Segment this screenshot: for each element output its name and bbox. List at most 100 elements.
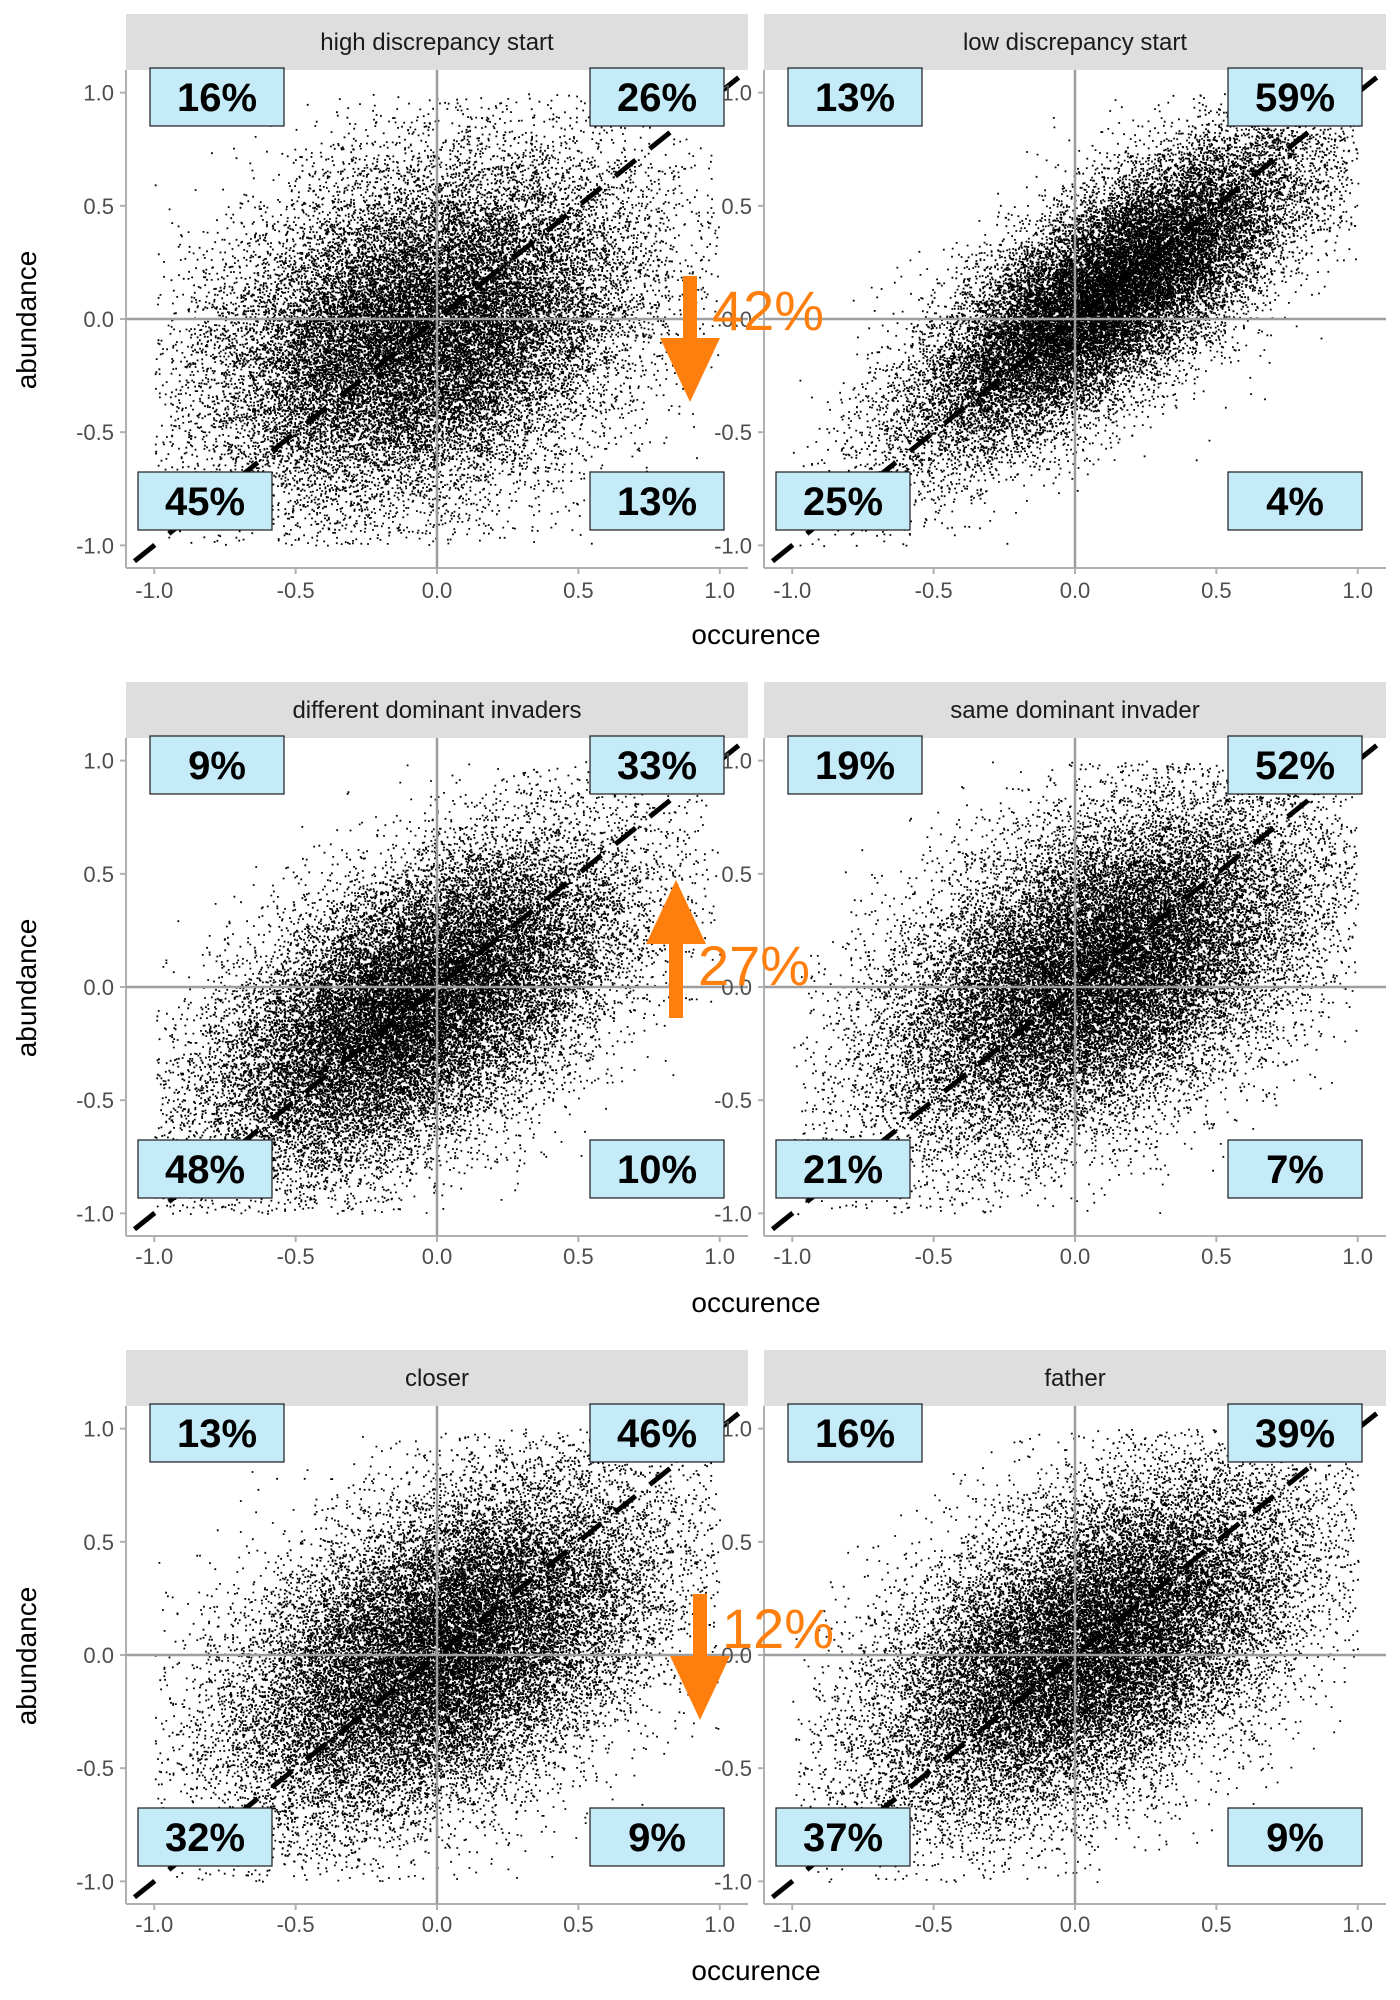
quadrant-label-top-right: 46% xyxy=(589,1403,725,1463)
y-tick-label: -0.5 xyxy=(76,1756,114,1781)
x-tick-label: -0.5 xyxy=(915,578,953,603)
panel-title: high discrepancy start xyxy=(320,29,554,56)
y-tick-label: -1.0 xyxy=(76,533,114,558)
quadrant-label-top-left: 19% xyxy=(787,735,923,795)
y-tick-label: -1.0 xyxy=(714,533,752,558)
y-tick-label: 1.0 xyxy=(721,1417,752,1442)
quadrant-label-value: 48% xyxy=(165,1148,245,1192)
quadrant-label-box xyxy=(1227,1807,1363,1867)
y-tick-label: 0.5 xyxy=(83,862,114,887)
x-tick-label: 1.0 xyxy=(1342,1244,1373,1269)
y-tick-label: 0.5 xyxy=(83,194,114,219)
y-tick-label: 1.0 xyxy=(83,1417,114,1442)
quadrant-label-value: 13% xyxy=(815,76,895,120)
quadrant-label-value: 25% xyxy=(803,480,883,524)
panel-3: different dominant invaders 1.0 0.5 0.0 -0.5… xyxy=(76,682,748,1269)
quadrant-label-box xyxy=(1227,1403,1363,1463)
panel-strip xyxy=(764,1350,1386,1406)
arrow-shaft xyxy=(683,276,697,342)
quadrant-label-bottom-right: 7% xyxy=(1227,1139,1363,1199)
quadrant-label-value: 26% xyxy=(617,76,697,120)
quadrant-label-top-left: 13% xyxy=(787,67,923,127)
panel-2: low discrepancy start 1.0 0.5 0.0 -0.5 -1.0 -1… xyxy=(714,14,1386,603)
y-tick-label: -1.0 xyxy=(714,1201,752,1226)
panel-title: same dominant invader xyxy=(950,697,1199,724)
quadrant-label-value: 9% xyxy=(628,1816,686,1860)
x-tick-label: 0.0 xyxy=(422,1912,453,1937)
quadrant-label-value: 13% xyxy=(177,1412,257,1456)
x-tick-label: -1.0 xyxy=(773,1912,811,1937)
x-tick-label: 1.0 xyxy=(704,1244,735,1269)
x-tick-label: 0.5 xyxy=(1201,1244,1232,1269)
quadrant-label-box xyxy=(787,735,923,795)
quadrant-label-box xyxy=(589,1807,725,1867)
panel-strip xyxy=(126,682,748,738)
panel-title: low discrepancy start xyxy=(963,29,1187,56)
y-tick-label: 0.0 xyxy=(721,307,752,332)
panel-strip xyxy=(126,14,748,70)
panel-1: high discrepancy start1.00.50.0-0.5-1.0-… xyxy=(76,14,748,603)
change-percent: 12% xyxy=(722,1597,834,1660)
quadrant-label-value: 4% xyxy=(1266,480,1324,524)
x-tick-label: 0.0 xyxy=(1060,1912,1091,1937)
panel-strip xyxy=(126,1350,748,1406)
panel-4: same dominant invader 1.0 0.5 0.0 -0.5 -1.0 -1… xyxy=(714,682,1386,1269)
panel-6: father 1.0 0.5 0.0 -0.5 -1.0 -1.0 -0.5 0.0 0.5 1.0… xyxy=(714,1350,1386,1937)
change-annotation: 12% xyxy=(670,1594,834,1720)
y-tick-label: -1.0 xyxy=(714,1869,752,1894)
quadrant-label-bottom-left: 45% xyxy=(137,471,273,531)
quadrant-label-value: 33% xyxy=(617,744,697,788)
y-tick-label: -0.5 xyxy=(714,1756,752,1781)
x-tick-label: -1.0 xyxy=(135,1244,173,1269)
quadrant-label-top-left: 9% xyxy=(149,735,285,795)
quadrant-label-bottom-left: 37% xyxy=(775,1807,911,1867)
x-tick-label: -1.0 xyxy=(135,1912,173,1937)
quadrant-label-bottom-right: 4% xyxy=(1227,471,1363,531)
y-tick-label: 1.0 xyxy=(83,749,114,774)
y-tick-label: 0.0 xyxy=(83,975,114,1000)
quadrant-label-top-right: 39% xyxy=(1227,1403,1363,1463)
x-tick-label: 1.0 xyxy=(1342,1912,1373,1937)
x-tick-label: -1.0 xyxy=(773,578,811,603)
quadrant-label-box xyxy=(589,67,725,127)
y-tick-label: 0.0 xyxy=(83,307,114,332)
y-tick-label: -1.0 xyxy=(76,1201,114,1226)
x-tick-label: 0.0 xyxy=(1060,578,1091,603)
quadrant-label-box xyxy=(1227,471,1363,531)
quadrant-label-box xyxy=(589,471,725,531)
quadrant-label-box xyxy=(149,67,285,127)
x-axis-title: occurence xyxy=(691,1287,820,1318)
quadrant-label-value: 46% xyxy=(617,1412,697,1456)
panels-layer: high discrepancy start1.00.50.0-0.5-1.0-… xyxy=(11,14,1386,1986)
quadrant-label-value: 9% xyxy=(188,744,246,788)
quadrant-label-top-right: 52% xyxy=(1227,735,1363,795)
quadrant-label-bottom-right: 13% xyxy=(589,471,725,531)
quadrant-label-bottom-right: 10% xyxy=(589,1139,725,1199)
quadrant-label-box xyxy=(1227,67,1363,127)
quadrant-label-box xyxy=(589,1403,725,1463)
y-tick-label: -0.5 xyxy=(714,1088,752,1113)
quadrant-label-value: 45% xyxy=(165,480,245,524)
quadrant-label-value: 16% xyxy=(815,1412,895,1456)
y-tick-label: -1.0 xyxy=(76,1869,114,1894)
quadrant-label-box xyxy=(1227,735,1363,795)
y-tick-label: 1.0 xyxy=(721,749,752,774)
x-tick-label: 1.0 xyxy=(1342,578,1373,603)
x-tick-label: 0.5 xyxy=(563,1244,594,1269)
change-percent: 27% xyxy=(698,934,810,997)
quadrant-label-bottom-right: 9% xyxy=(589,1807,725,1867)
x-axis-title: occurence xyxy=(691,1955,820,1986)
change-annotation: 27% xyxy=(646,880,810,1018)
y-tick-label: -0.5 xyxy=(76,420,114,445)
x-tick-label: -1.0 xyxy=(135,578,173,603)
panel-strip xyxy=(764,14,1386,70)
x-axis-title: occurence xyxy=(691,619,820,650)
arrow-up-icon xyxy=(646,880,706,944)
quadrant-label-bottom-right: 9% xyxy=(1227,1807,1363,1867)
quadrant-label-box xyxy=(787,1403,923,1463)
quadrant-label-box xyxy=(589,735,725,795)
quadrant-label-value: 19% xyxy=(815,744,895,788)
x-tick-label: -0.5 xyxy=(277,578,315,603)
quadrant-label-value: 13% xyxy=(617,480,697,524)
y-tick-label: 0.0 xyxy=(721,1643,752,1668)
